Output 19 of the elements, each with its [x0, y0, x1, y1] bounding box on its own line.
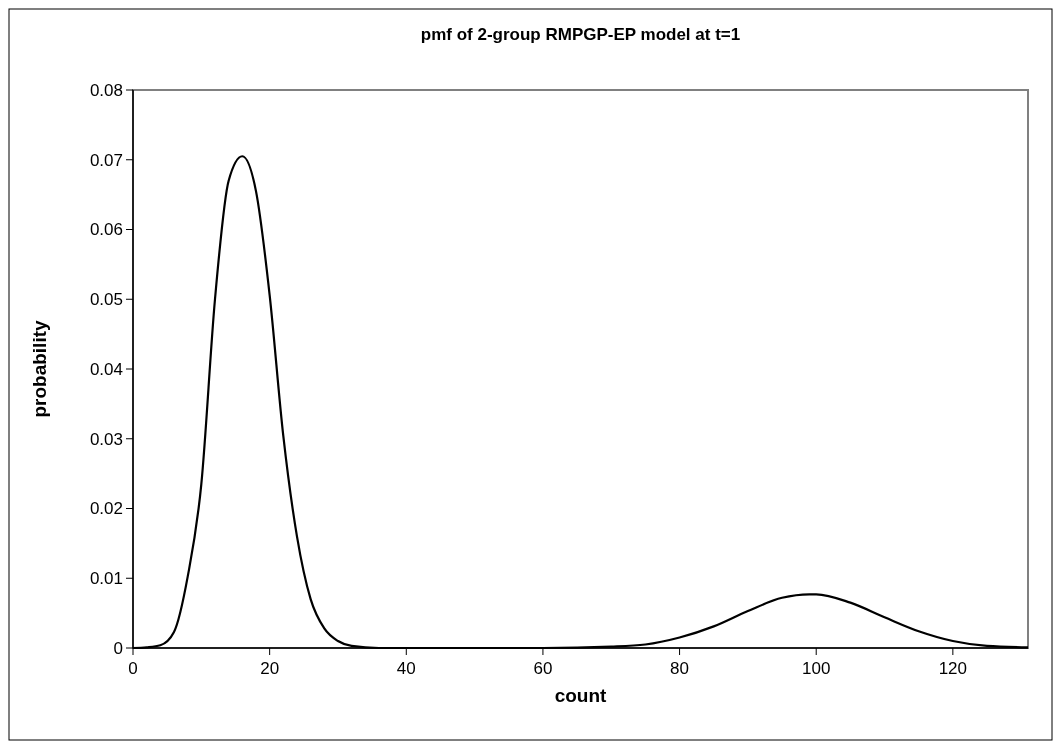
x-axis-title: count: [554, 685, 608, 706]
y-tick-label: 0.08: [89, 80, 123, 100]
x-tick-label: 60: [533, 659, 553, 678]
y-tick-label: 0.03: [89, 429, 123, 449]
x-tick-label: 20: [260, 659, 280, 678]
chart-title: pmf of 2-group RMPGP-EP model at t=1: [420, 25, 741, 44]
y-tick-label: 0.04: [89, 359, 123, 379]
x-tick-label: 120: [938, 659, 968, 678]
y-tick-label: 0.06: [89, 220, 123, 240]
y-tick-label: 0.05: [89, 290, 123, 310]
y-tick-label: 0.07: [89, 150, 123, 170]
y-tick-label: 0.01: [89, 569, 123, 589]
y-tick-label: 0.02: [89, 499, 123, 519]
y-axis-title: probability: [29, 320, 50, 418]
y-tick-label: 0: [113, 638, 123, 658]
x-tick-label: 80: [670, 659, 690, 678]
x-tick-label: 0: [128, 659, 138, 678]
x-tick-label: 100: [802, 659, 831, 678]
x-tick-label: 40: [396, 659, 416, 678]
